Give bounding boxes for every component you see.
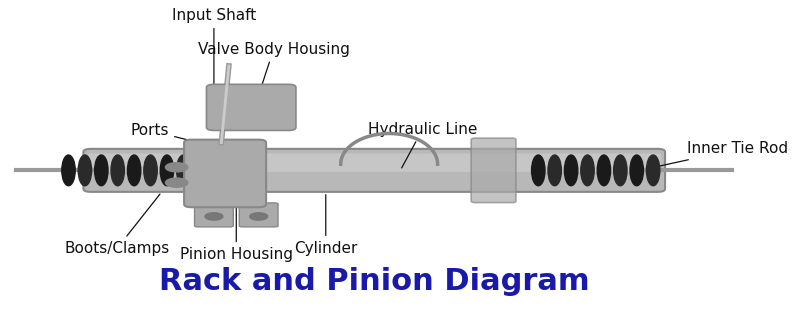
- Ellipse shape: [646, 155, 660, 186]
- Text: Inner Tie Rod: Inner Tie Rod: [657, 141, 789, 167]
- Ellipse shape: [581, 155, 594, 186]
- FancyBboxPatch shape: [83, 149, 665, 192]
- Ellipse shape: [144, 155, 158, 186]
- Circle shape: [250, 213, 268, 220]
- Ellipse shape: [614, 155, 627, 186]
- Ellipse shape: [548, 155, 562, 186]
- Text: Valve Body Housing: Valve Body Housing: [198, 42, 350, 116]
- Ellipse shape: [78, 155, 92, 186]
- Circle shape: [166, 178, 188, 187]
- FancyBboxPatch shape: [194, 203, 234, 227]
- Text: Boots/Clamps: Boots/Clamps: [64, 194, 170, 256]
- Ellipse shape: [111, 155, 125, 186]
- FancyBboxPatch shape: [184, 140, 266, 207]
- Ellipse shape: [177, 155, 190, 186]
- Circle shape: [205, 213, 223, 220]
- Ellipse shape: [127, 155, 141, 186]
- Text: Pinion Housing: Pinion Housing: [180, 195, 293, 262]
- Text: Ports: Ports: [130, 123, 196, 142]
- Ellipse shape: [62, 155, 75, 186]
- Text: Cylinder: Cylinder: [294, 195, 358, 256]
- Circle shape: [166, 163, 188, 172]
- FancyBboxPatch shape: [206, 84, 296, 131]
- Text: Hydraulic Line: Hydraulic Line: [368, 122, 478, 168]
- Ellipse shape: [94, 155, 108, 186]
- Text: Rack and Pinion Diagram: Rack and Pinion Diagram: [159, 267, 590, 296]
- Ellipse shape: [531, 155, 545, 186]
- FancyBboxPatch shape: [471, 138, 516, 203]
- Ellipse shape: [630, 155, 643, 186]
- Text: Input Shaft: Input Shaft: [172, 8, 256, 85]
- FancyBboxPatch shape: [87, 153, 662, 172]
- Ellipse shape: [564, 155, 578, 186]
- FancyBboxPatch shape: [239, 203, 278, 227]
- Ellipse shape: [598, 155, 610, 186]
- Ellipse shape: [160, 155, 174, 186]
